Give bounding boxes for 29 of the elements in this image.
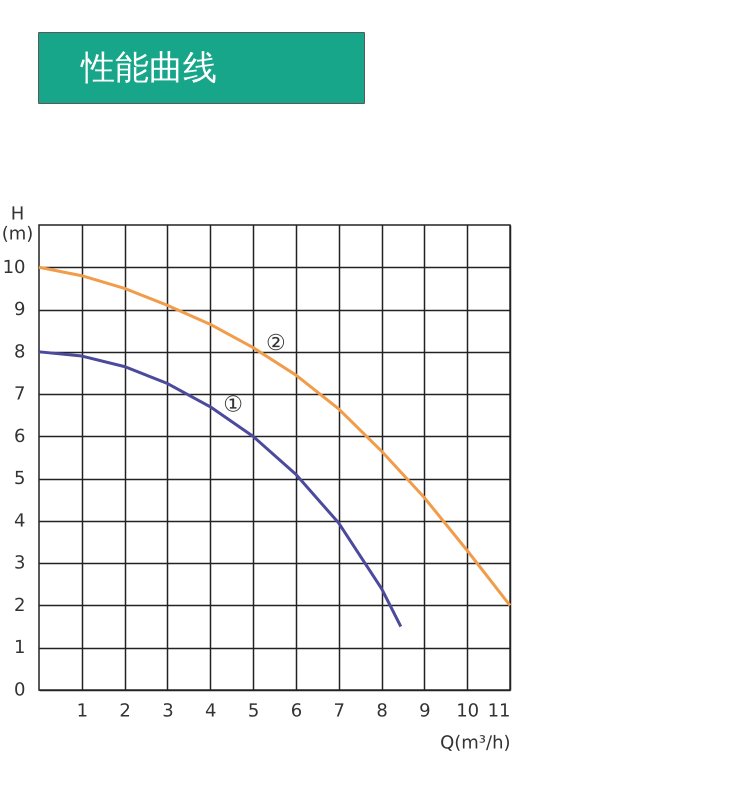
y-tick-label: 2	[14, 594, 26, 616]
x-tick-label: 2	[119, 700, 131, 722]
y-axis-title: H (m)	[2, 204, 34, 244]
y-tick-label: 1	[14, 637, 26, 658]
line-series	[38, 350, 402, 628]
y-tick-label: 4	[14, 510, 26, 532]
x-tick-label: 1	[76, 700, 88, 722]
y-tick-label: 0	[14, 680, 26, 700]
y-tick-label: 8	[14, 341, 26, 362]
y-tick-label: 3	[14, 552, 26, 574]
x-tick-label: 6	[290, 700, 302, 722]
x-tick-label: 9	[419, 700, 431, 722]
y-tick-label: 9	[14, 299, 26, 320]
x-tick-label: 7	[334, 700, 345, 722]
line-series	[38, 266, 512, 607]
x-tick-label: 8	[376, 700, 388, 722]
x-tick-label: 5	[248, 700, 260, 722]
series-label: ②	[266, 331, 286, 356]
chart-title: 性能曲线	[80, 48, 217, 88]
y-tick-label: 6	[14, 426, 26, 447]
y-tick-label: 5	[14, 468, 26, 490]
y-tick-label: 7	[14, 384, 26, 405]
x-axis-title: Q(m³/h)	[440, 732, 510, 754]
x-tick-label: 11	[488, 700, 510, 722]
y-tick-label: 10	[2, 256, 26, 278]
series-label: ①	[223, 392, 243, 418]
x-tick-label: 10	[456, 700, 480, 722]
x-tick-label: 4	[205, 700, 216, 722]
x-tick-label: 3	[162, 700, 174, 722]
